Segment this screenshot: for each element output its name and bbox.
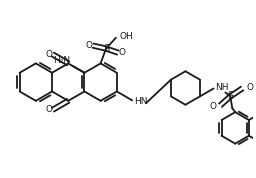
- Text: O: O: [246, 83, 253, 92]
- Text: O: O: [46, 105, 52, 114]
- Text: S: S: [227, 91, 233, 101]
- Text: S: S: [103, 44, 109, 54]
- Text: HN: HN: [134, 97, 148, 106]
- Text: H₂N: H₂N: [54, 56, 70, 65]
- Text: OH: OH: [120, 32, 134, 41]
- Text: O: O: [209, 102, 217, 111]
- Text: O: O: [46, 50, 52, 59]
- Text: O: O: [86, 41, 93, 50]
- Text: O: O: [118, 48, 125, 57]
- Text: NH: NH: [216, 83, 229, 92]
